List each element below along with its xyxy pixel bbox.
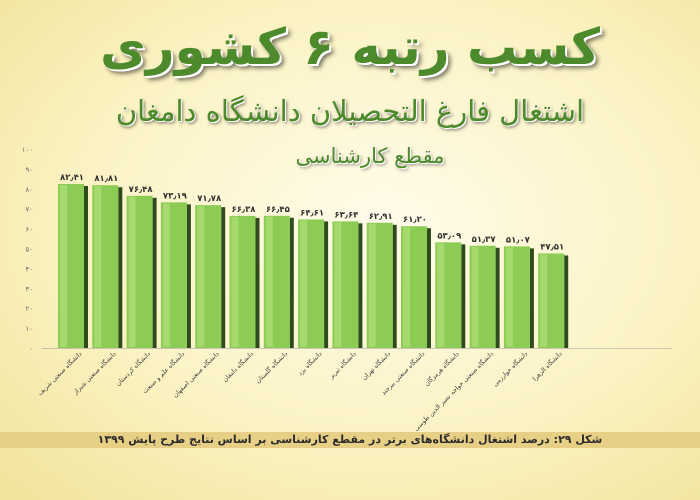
category-label: دانشگاه گلستان [254,350,289,385]
bar-group [263,215,294,348]
bar-shadow [427,228,431,348]
bar-shadow [118,187,123,348]
headline: کسب رتبه ۶ کشوری [100,18,600,76]
y-tick-label: ۲۰ [25,305,33,313]
bar-highlight [437,243,445,347]
y-tick-label: ۸۰ [25,186,33,194]
bar-shadow [84,186,88,348]
bar-group [229,215,260,348]
value-label: ۵۱٫۰۷ [506,235,531,245]
bar-shadow [564,255,569,348]
value-label: ۵۱٫۳۷ [472,235,497,245]
bar-group [92,185,123,348]
value-label: ۴۷٫۵۱ [540,242,564,252]
category-label: دانشگاه خوارزمی [491,350,529,388]
category-label: دانشگاه دامغان [221,350,255,384]
bar-group [469,245,500,348]
y-tick-label: ۰ [29,345,33,353]
bar-shadow [324,221,329,348]
bar-highlight [403,227,410,347]
bar-highlight [300,220,308,347]
bar-group [435,242,466,348]
bar-highlight [505,247,513,347]
value-label: ۷۱٫۷۸ [197,194,222,204]
value-label: ۶۴٫۶۱ [300,208,324,218]
bar-shadow [221,207,226,348]
bar-shadow [529,248,534,348]
value-label: ۶۳٫۶۴ [334,210,358,220]
category-label: دانشگاه تهران [360,350,392,382]
bar-shadow [495,247,500,348]
bar-group [366,222,397,348]
bar-highlight [128,196,136,347]
value-label: ۶۶٫۳۸ [232,205,257,215]
y-tick-label: ۴۰ [25,265,33,273]
bar-highlight [471,246,479,347]
bar-shadow [152,197,157,348]
figure-caption: شکل ۲۹: درصد اشتغال دانشگاه‌های برتر در … [97,433,603,446]
bar-highlight [334,222,342,347]
category-label: دانشگاه الزهرا [531,350,564,383]
y-tick-label: ۷۰ [25,206,33,214]
bar-shadow [289,217,294,348]
bar-group [332,221,363,348]
bar-group [401,226,431,348]
bar-shadow [461,244,466,348]
bar-highlight [60,185,67,347]
category-label: دانشگاه یزد [296,350,323,377]
value-label: ۷۳٫۱۹ [163,191,188,201]
bar-highlight [197,206,205,347]
value-label: ۶۱٫۲۰ [403,215,427,225]
value-label: ۵۳٫۰۹ [437,231,462,241]
value-label: ۸۱٫۸۱ [94,174,118,184]
subheadline-university: اشتغال فارغ التحصیلان دانشگاه دامغان [115,94,585,128]
y-tick-label: ۵۰ [25,246,33,254]
bar-shadow [186,204,191,348]
value-label: ۶۶٫۴۵ [266,205,290,215]
bar-highlight [231,216,239,347]
subheadline-degree: مقطع کارشناسی [295,144,445,168]
category-label: دانشگاه هرمزگان [423,350,461,388]
y-tick-label: ۹۰ [25,166,33,174]
value-label: ۸۲٫۴۱ [60,173,84,183]
y-tick-label: ۳۰ [25,285,33,293]
y-tick-label: ۶۰ [25,226,33,234]
y-tick-label: ۱۰ [25,325,33,333]
bar-group [298,219,329,348]
bar-highlight [540,254,548,347]
bars [58,184,569,348]
bar-group [126,195,157,348]
bar-group [503,246,534,348]
bar-shadow [392,224,397,348]
bar-shadow [255,217,260,348]
value-label: ۷۶٫۴۸ [129,185,154,195]
bar-highlight [94,186,102,347]
y-axis: ۰ ۱۰ ۲۰ ۳۰ ۴۰ ۵۰ ۶۰ ۷۰ ۸۰ ۹۰ ۱۰۰ [22,146,672,353]
bar-highlight [265,216,273,347]
bar-highlight [162,203,170,347]
bar-highlight [368,223,376,347]
bar-shadow [358,223,363,348]
y-tick-label: ۱۰۰ [22,146,33,154]
bar-group [58,184,88,348]
bar-group [195,205,226,348]
category-label: دانشگاه کردستان [114,350,152,388]
bar-group [160,202,191,348]
value-labels: ۸۲٫۴۱ ۸۱٫۸۱ ۷۶٫۴۸ ۷۳٫۱۹ ۷۱٫۷۸ ۶۶٫۳۸ ۶۶٫۴۵ ۶۴٫۶۱… [60,173,564,252]
bar-group [538,253,569,348]
value-label: ۶۲٫۹۱ [369,212,393,222]
category-label: دانشگاه تبریز [327,350,358,381]
caption-bar [0,432,700,448]
